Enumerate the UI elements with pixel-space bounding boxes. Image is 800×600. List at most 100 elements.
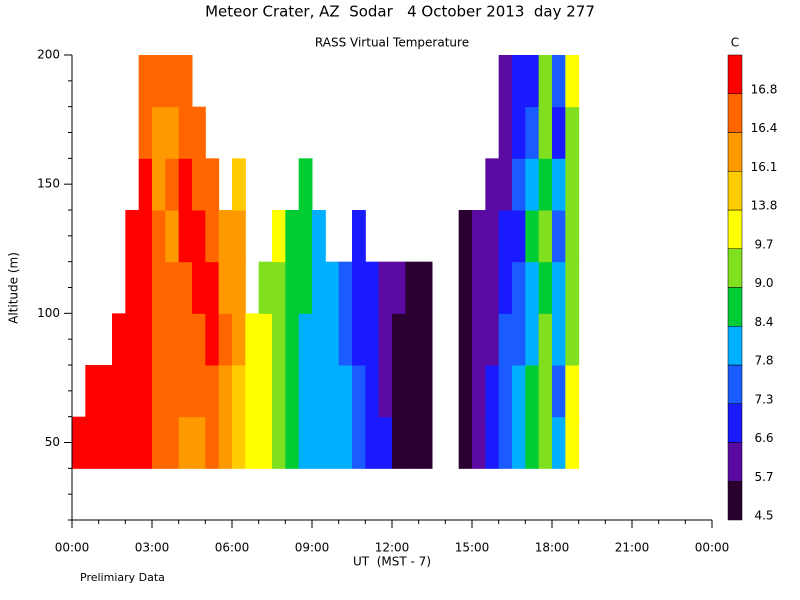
contour-cell xyxy=(152,158,166,211)
x-tick-label: 09:00 xyxy=(295,541,330,555)
colorbar-tick-label: 8.4 xyxy=(754,315,773,329)
contour-cell xyxy=(125,261,140,314)
contour-cell xyxy=(218,210,233,263)
contour-cell xyxy=(472,416,486,469)
contour-cell xyxy=(138,365,153,418)
contour-cell xyxy=(218,416,233,469)
contour-cell xyxy=(178,210,193,263)
contour-cell xyxy=(538,158,553,211)
contour-cell xyxy=(178,158,193,211)
contour-cell xyxy=(178,365,193,418)
contour-cell xyxy=(365,416,380,469)
contour-cell xyxy=(392,365,406,418)
contour-cell xyxy=(458,261,473,314)
y-tick-label: 50 xyxy=(45,435,60,449)
contour-cell xyxy=(565,106,580,159)
contour-cell xyxy=(272,210,286,263)
contour-cell xyxy=(512,365,526,418)
contour-cell xyxy=(552,55,566,108)
contour-cell xyxy=(298,261,313,314)
x-tick-label: 06:00 xyxy=(215,541,250,555)
colorbar-label: C xyxy=(731,36,739,50)
contour-cell xyxy=(405,365,420,418)
contour-cell xyxy=(178,106,193,159)
contour-cell xyxy=(538,313,553,366)
contour-cell xyxy=(458,416,473,469)
x-tick-label: 21:00 xyxy=(615,541,650,555)
contour-cell xyxy=(192,313,206,366)
contour-cell xyxy=(565,158,580,211)
contour-cell xyxy=(232,158,246,211)
contour-cell xyxy=(405,313,420,366)
contour-cell xyxy=(338,365,353,418)
contour-cell xyxy=(178,261,193,314)
contour-cell xyxy=(552,106,566,159)
colorbar-tick-label: 9.0 xyxy=(754,276,773,290)
contour-cell xyxy=(125,210,140,263)
contour-cell xyxy=(232,313,246,366)
contour-cell xyxy=(85,365,100,418)
contour-cell xyxy=(272,313,286,366)
contour-cell xyxy=(285,210,300,263)
contour-cell xyxy=(512,313,526,366)
contour-cell xyxy=(298,313,313,366)
contour-cell xyxy=(258,313,273,366)
y-tick-label: 200 xyxy=(37,48,60,62)
contour-cell xyxy=(498,158,513,211)
contour-cell xyxy=(512,261,526,314)
contour-cell xyxy=(192,261,206,314)
contour-cell xyxy=(312,210,326,263)
contour-cell xyxy=(138,261,153,314)
contour-cell xyxy=(392,261,406,314)
contour-cell xyxy=(192,416,206,469)
contour-cell xyxy=(138,158,153,211)
contour-cell xyxy=(538,210,553,263)
contour-cell xyxy=(458,365,473,418)
contour-cell xyxy=(565,210,580,263)
contour-cell xyxy=(338,261,353,314)
contour-cell xyxy=(258,365,273,418)
contour-cell xyxy=(552,365,566,418)
contour-cell xyxy=(498,261,513,314)
contour-cell xyxy=(152,55,166,108)
contour-cell xyxy=(165,365,180,418)
contour-cell xyxy=(525,106,540,159)
chart-title: Meteor Crater, AZ Sodar 4 October 2013 d… xyxy=(205,3,595,21)
contour-cell xyxy=(312,261,326,314)
contour-cell xyxy=(365,313,380,366)
contour-cell xyxy=(165,261,180,314)
contour-cell xyxy=(285,416,300,469)
colorbar-swatch xyxy=(727,326,743,366)
contour-cell xyxy=(485,365,500,418)
contour-cell xyxy=(218,261,233,314)
y-tick-label: 150 xyxy=(37,177,60,191)
chart-subtitle: RASS Virtual Temperature xyxy=(315,36,469,50)
contour-cell xyxy=(285,313,300,366)
contour-cell xyxy=(285,365,300,418)
contour-cell xyxy=(378,261,393,314)
contour-cell xyxy=(125,365,140,418)
contour-cell xyxy=(498,416,513,469)
contour-cell xyxy=(178,416,193,469)
contour-cell xyxy=(565,55,580,108)
contour-cell xyxy=(258,261,273,314)
contour-cell xyxy=(165,158,180,211)
contour-cell xyxy=(312,365,326,418)
contour-cell xyxy=(165,416,180,469)
contour-cell xyxy=(205,210,220,263)
colorbar-swatch xyxy=(727,171,743,211)
contour-cell xyxy=(472,365,486,418)
contour-cell xyxy=(565,365,580,418)
contour-cell xyxy=(125,313,140,366)
contour-cell xyxy=(192,365,206,418)
contour-cell xyxy=(205,158,220,211)
contour-cell xyxy=(112,365,126,418)
contour-cell xyxy=(205,365,220,418)
contour-cell xyxy=(485,416,500,469)
contour-cell xyxy=(378,365,393,418)
contour-cell xyxy=(525,210,540,263)
contour-cell xyxy=(418,313,433,366)
contour-cell xyxy=(152,313,166,366)
contour-cell xyxy=(298,365,313,418)
x-tick-label: 00:00 xyxy=(55,541,90,555)
